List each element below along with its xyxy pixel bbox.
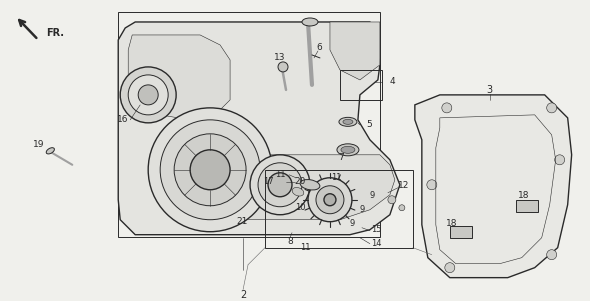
Text: 3: 3: [487, 85, 493, 95]
Text: 4: 4: [390, 77, 395, 86]
Text: 21: 21: [237, 217, 248, 226]
Circle shape: [120, 67, 176, 123]
Ellipse shape: [343, 119, 353, 124]
Ellipse shape: [46, 148, 54, 154]
Bar: [265, 170, 413, 248]
Bar: [516, 200, 537, 212]
Text: 12: 12: [398, 181, 409, 190]
Circle shape: [388, 196, 396, 204]
Text: FR.: FR.: [46, 28, 64, 38]
Circle shape: [128, 75, 168, 115]
Ellipse shape: [300, 180, 320, 190]
Circle shape: [148, 108, 272, 232]
Text: 9: 9: [369, 191, 375, 200]
Text: 18: 18: [446, 219, 458, 228]
Circle shape: [258, 163, 302, 207]
Circle shape: [174, 134, 246, 206]
Ellipse shape: [292, 188, 304, 196]
Circle shape: [427, 180, 437, 190]
Circle shape: [316, 186, 344, 214]
Circle shape: [160, 120, 260, 220]
Text: 16: 16: [116, 115, 128, 124]
Bar: [340, 70, 382, 100]
Ellipse shape: [302, 18, 318, 26]
Circle shape: [445, 263, 455, 273]
Text: 2: 2: [240, 290, 246, 299]
Ellipse shape: [339, 117, 357, 126]
Circle shape: [190, 150, 230, 190]
Bar: [118, 12, 380, 237]
Text: 10: 10: [295, 203, 305, 212]
Circle shape: [250, 155, 310, 215]
Text: 15: 15: [371, 225, 381, 234]
Polygon shape: [128, 35, 230, 120]
Circle shape: [138, 85, 158, 105]
Circle shape: [547, 250, 557, 260]
Text: 8: 8: [287, 237, 293, 246]
Text: 11: 11: [300, 243, 310, 252]
Circle shape: [278, 62, 288, 72]
Text: 9: 9: [359, 205, 365, 214]
Ellipse shape: [337, 144, 359, 156]
Polygon shape: [330, 22, 380, 80]
Text: 7: 7: [338, 153, 344, 162]
Text: 18: 18: [518, 191, 529, 200]
Polygon shape: [118, 22, 400, 235]
Circle shape: [399, 205, 405, 211]
Bar: [450, 226, 472, 238]
Text: 14: 14: [371, 239, 381, 248]
Text: 17: 17: [263, 177, 273, 186]
Circle shape: [547, 103, 557, 113]
Circle shape: [324, 194, 336, 206]
Text: 6: 6: [316, 43, 322, 52]
Text: 5: 5: [366, 120, 372, 129]
Text: 13: 13: [274, 53, 286, 62]
Text: 11: 11: [331, 173, 341, 182]
Polygon shape: [415, 95, 572, 278]
Polygon shape: [175, 155, 395, 220]
Circle shape: [268, 173, 292, 197]
Circle shape: [442, 103, 452, 113]
Text: 11: 11: [275, 170, 286, 179]
Text: 20: 20: [294, 177, 306, 186]
Circle shape: [308, 178, 352, 222]
Ellipse shape: [341, 146, 355, 153]
Text: 19: 19: [32, 140, 44, 149]
Text: 9: 9: [349, 219, 355, 228]
Circle shape: [555, 155, 565, 165]
